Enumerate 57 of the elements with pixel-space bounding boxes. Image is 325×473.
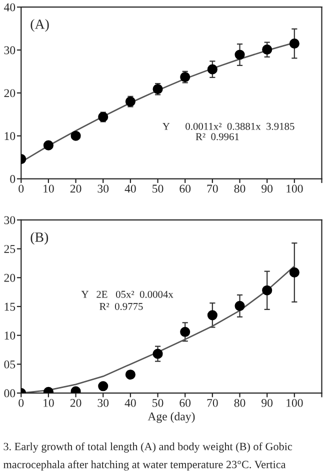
annotation: Y 0.0011x² 0.3881x 3.9185 [162,122,294,130]
y-tick-label: 40 [4,3,16,12]
point [234,300,245,311]
x-tick-label: 90 [262,184,273,193]
point [234,50,245,60]
y-tick-label: 0 [10,175,16,184]
text: macrocephala after hatching at water temperature 23°C. Vertica [3,460,286,471]
point [98,381,108,392]
y-tick-label: 00 [4,389,16,398]
x-tick-label: 80 [234,184,246,193]
text: (A) [30,19,49,32]
y-tick-label: 20 [4,274,16,282]
x-tick-label: 50 [152,398,164,407]
x-tick-label: 60 [180,184,191,193]
y-tick-label: 10 [4,332,16,340]
annotation: Y 2E 05x² 0.0004x [81,290,174,298]
x-tick-label: 20 [70,398,82,407]
x-tick-label: 50 [152,184,164,193]
point [70,130,81,141]
x-tick-label: 90 [262,398,273,407]
y-tick-label: 05 [4,360,16,368]
x-tick-label: 30 [98,398,109,407]
y-tick-label: 20 [4,89,16,98]
point [207,64,218,74]
annotation: R² 0.9961 [196,133,239,140]
point [152,348,163,359]
x-tick-label: 80 [234,398,246,407]
text: 3. Early growth of total length (A) and body weight (B) of Gobic [4,442,292,453]
x-tick-label: 60 [180,398,191,407]
x-tick-label: 40 [124,184,136,193]
y-tick-label: 30 [4,46,16,54]
point [207,310,218,320]
y-tick-label: 25 [4,245,16,254]
x-tick-label: 10 [44,398,54,407]
point [180,326,190,337]
x-tick-label: 0 [18,184,24,193]
y-tick-label: 30 [4,216,16,224]
text: (B) [30,232,48,245]
point [43,140,54,150]
point [289,267,300,278]
annotation: R² 0.9775 [100,302,143,310]
point [262,44,272,55]
x-tick-label: 70 [207,184,218,193]
x-tick-label: 30 [98,184,109,193]
x-tick-label: 20 [70,184,82,193]
x-tick-label: 100 [286,398,303,407]
point [125,370,136,380]
point [262,285,272,296]
x-tick-label: 0 [18,398,24,407]
x-tick-label: 10 [44,184,54,193]
x-axis-title: Age (day) [148,412,195,423]
y-tick-label: 10 [4,132,16,140]
x-tick-label: 100 [286,184,303,193]
x-tick-label: 40 [124,398,136,407]
point [289,38,300,49]
y-tick-label: 15 [4,302,16,311]
x-tick-label: 70 [207,398,218,407]
